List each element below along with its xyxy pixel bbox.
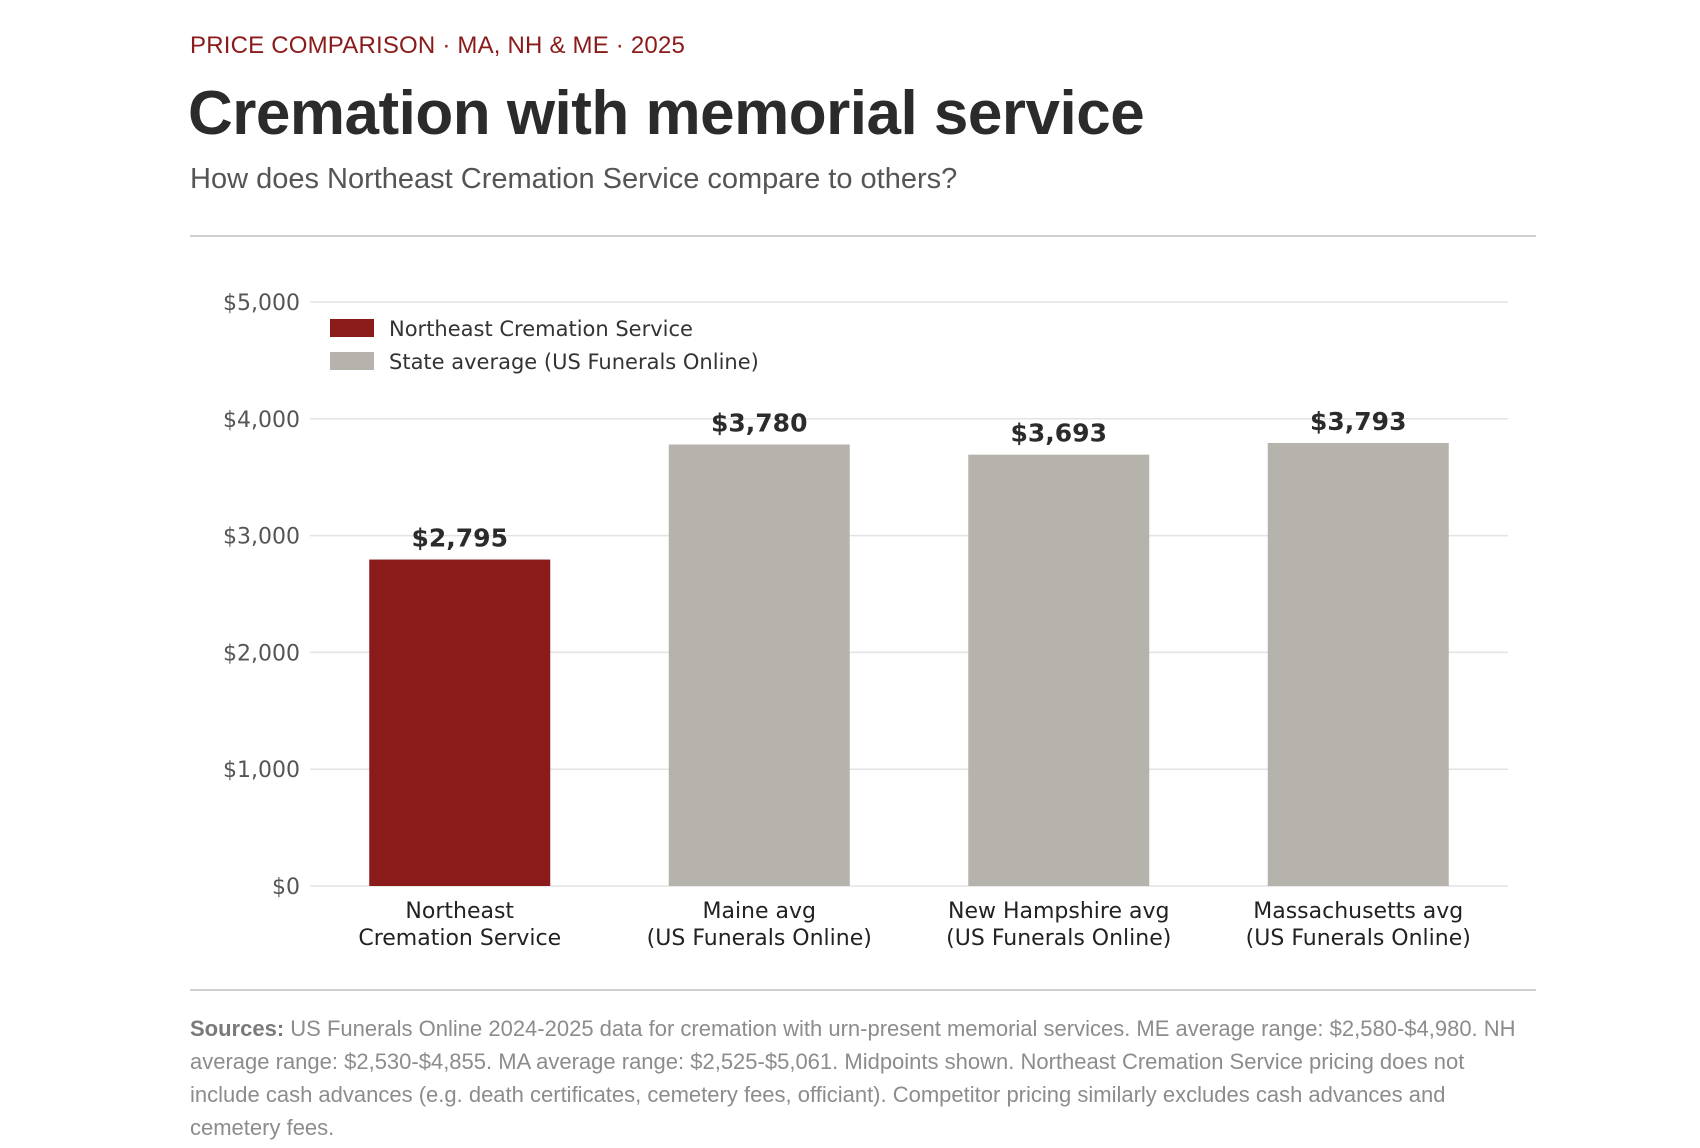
x-tick-label: (US Funerals Online): [946, 926, 1171, 951]
x-tick-label: New Hampshire avg: [948, 899, 1169, 924]
x-tick-label: (US Funerals Online): [647, 926, 872, 951]
legend-label: Northeast Cremation Service: [389, 317, 693, 341]
bar: [968, 454, 1150, 886]
chart-subtitle: How does Northeast Cremation Service com…: [190, 163, 958, 195]
chart-title: Cremation with memorial service: [188, 79, 1145, 148]
top-divider: [190, 235, 1536, 237]
bar: [668, 444, 850, 886]
data-label: $2,795: [412, 524, 508, 553]
x-tick-label: Northeast: [405, 899, 514, 924]
legend-swatch: [330, 319, 374, 337]
y-tick-label: $3,000: [223, 525, 300, 550]
y-tick-label: $1,000: [223, 758, 300, 783]
sources-label: Sources:: [190, 1016, 285, 1041]
kicker: PRICE COMPARISON · MA, NH & ME · 2025: [190, 32, 686, 59]
bar: [369, 559, 551, 886]
bar: [1267, 442, 1449, 886]
legend-label: State average (US Funerals Online): [389, 350, 759, 374]
x-tick-label: (US Funerals Online): [1246, 926, 1471, 951]
y-tick-label: $4,000: [223, 408, 300, 433]
bar-chart: $0 $1,000 $2,000 $3,000 $4,000 $5,000 $2,795 No…: [223, 291, 1508, 951]
data-label: $3,693: [1011, 419, 1107, 448]
data-label: $3,793: [1310, 407, 1406, 436]
data-label: $3,780: [711, 408, 807, 437]
x-tick-label: Maine avg: [702, 899, 816, 924]
y-tick-label: $2,000: [223, 641, 300, 666]
x-tick-label: Massachusetts avg: [1253, 899, 1463, 924]
y-tick-label: $5,000: [223, 291, 300, 316]
legend-swatch: [330, 352, 374, 370]
y-tick-label: $0: [272, 875, 300, 900]
sources-note: Sources: US Funerals Online 2024-2025 da…: [190, 1012, 1540, 1144]
bottom-divider: [190, 989, 1536, 991]
sources-text: US Funerals Online 2024-2025 data for cr…: [190, 1016, 1516, 1140]
x-tick-label: Cremation Service: [358, 926, 561, 951]
